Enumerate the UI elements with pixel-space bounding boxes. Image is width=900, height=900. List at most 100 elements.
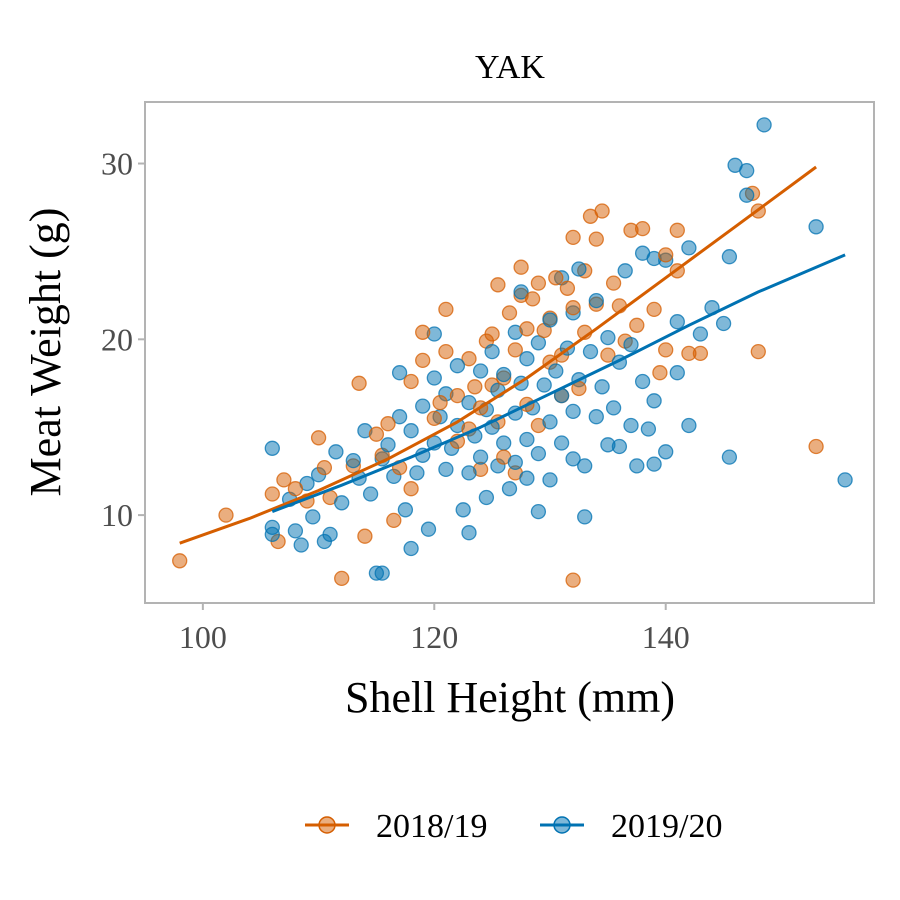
data-point-2019-20	[617, 263, 633, 279]
data-point-2019-20	[461, 465, 477, 481]
data-point-2019-20	[397, 502, 414, 518]
data-point-2018-19	[426, 410, 442, 427]
data-point-2018-19	[438, 301, 454, 318]
data-point-2018-19	[310, 430, 327, 446]
data-point-2018-19	[334, 570, 350, 587]
data-point-2018-19	[658, 247, 674, 263]
data-point-2019-20	[623, 336, 639, 353]
data-point-2019-20	[519, 431, 535, 448]
data-point-2018-19	[559, 280, 576, 296]
data-point-2019-20	[484, 343, 500, 360]
data-point-2018-19	[461, 351, 477, 367]
data-points	[172, 117, 853, 588]
data-point-2019-20	[507, 454, 523, 471]
chart-title: YAK	[475, 49, 545, 86]
data-point-2019-20	[588, 292, 604, 309]
data-point-2018-19	[264, 486, 280, 502]
data-point-2019-20	[461, 525, 477, 541]
data-point-2018-19	[588, 231, 604, 247]
data-point-2018-19	[524, 291, 541, 307]
data-point-2019-20	[634, 373, 651, 390]
data-point-2019-20	[368, 565, 385, 581]
data-point-2019-20	[496, 366, 512, 383]
data-point-2018-19	[507, 342, 523, 358]
data-point-2019-20	[293, 537, 309, 553]
data-point-2019-20	[565, 403, 581, 420]
data-point-2018-19	[415, 324, 431, 340]
data-point-2019-20	[548, 363, 564, 379]
data-point-2019-20	[322, 526, 338, 543]
data-point-2018-19	[513, 259, 529, 275]
data-point-2019-20	[391, 409, 408, 425]
data-point-2018-19	[565, 229, 581, 246]
legend: 2018/19 2019/20	[305, 808, 722, 845]
data-point-2019-20	[739, 162, 755, 179]
data-point-2019-20	[600, 437, 616, 453]
data-point-2019-20	[420, 521, 437, 537]
data-point-2019-20	[553, 435, 570, 451]
data-point-2018-19	[623, 222, 639, 238]
data-point-2018-19	[750, 343, 766, 360]
data-point-2019-20	[478, 489, 495, 506]
data-point-2019-20	[837, 472, 853, 488]
data-point-2018-19	[658, 342, 674, 358]
data-point-2019-20	[658, 444, 674, 460]
data-point-2019-20	[715, 315, 732, 332]
y-tick-label: 30	[101, 146, 133, 182]
data-point-2018-19	[172, 553, 188, 569]
data-point-2018-19	[519, 321, 535, 337]
data-point-2018-19	[600, 347, 616, 363]
data-point-2018-19	[368, 426, 385, 442]
data-point-2018-19	[605, 275, 622, 291]
fit-line-2018-19	[179, 165, 817, 545]
x-axis-title: Shell Height (mm)	[345, 673, 675, 722]
x-tick-label: 140	[642, 619, 690, 655]
data-point-2019-20	[681, 417, 697, 434]
data-point-2019-20	[577, 458, 593, 474]
y-axis: 10 20 30	[101, 146, 145, 533]
data-point-2019-20	[542, 312, 558, 328]
y-axis-title: Meat Weight (g)	[21, 208, 70, 497]
data-point-2019-20	[669, 365, 685, 381]
plot-area	[172, 117, 853, 588]
data-point-2019-20	[629, 458, 645, 474]
data-point-2018-19	[646, 301, 662, 318]
data-point-2018-19	[218, 507, 234, 523]
data-point-2019-20	[646, 456, 662, 472]
data-point-2019-20	[472, 363, 489, 379]
data-point-2018-19	[415, 352, 431, 369]
data-point-2019-20	[513, 284, 529, 300]
data-point-2018-19	[403, 373, 419, 390]
data-point-2018-19	[681, 345, 697, 362]
data-point-2018-19	[548, 270, 564, 286]
data-point-2019-20	[739, 187, 755, 203]
data-point-2019-20	[362, 486, 379, 502]
data-point-2019-20	[264, 526, 280, 543]
data-point-2018-19	[501, 305, 518, 321]
data-point-2018-19	[432, 394, 448, 411]
data-point-2019-20	[287, 523, 304, 539]
data-point-2019-20	[449, 358, 466, 374]
data-point-2019-20	[536, 377, 552, 393]
data-point-2019-20	[496, 435, 512, 451]
y-tick-label: 10	[101, 497, 133, 533]
data-point-2019-20	[501, 481, 518, 497]
data-point-2019-20	[380, 437, 396, 453]
data-point-2018-19	[276, 472, 292, 488]
data-point-2019-20	[334, 495, 350, 511]
data-point-2019-20	[721, 449, 738, 465]
data-point-2019-20	[426, 370, 442, 386]
data-point-2019-20	[605, 400, 622, 416]
data-point-2019-20	[391, 365, 408, 381]
x-axis: 100 120 140	[179, 603, 690, 655]
data-point-2019-20	[588, 409, 604, 425]
data-point-2019-20	[455, 502, 471, 518]
data-point-2019-20	[669, 314, 685, 330]
data-point-2019-20	[756, 117, 772, 133]
data-point-2018-19	[467, 379, 483, 395]
data-point-2019-20	[571, 261, 587, 277]
data-point-2019-20	[530, 503, 547, 520]
data-point-2019-20	[565, 451, 581, 467]
data-point-2018-19	[484, 326, 500, 342]
data-point-2018-19	[403, 481, 419, 497]
